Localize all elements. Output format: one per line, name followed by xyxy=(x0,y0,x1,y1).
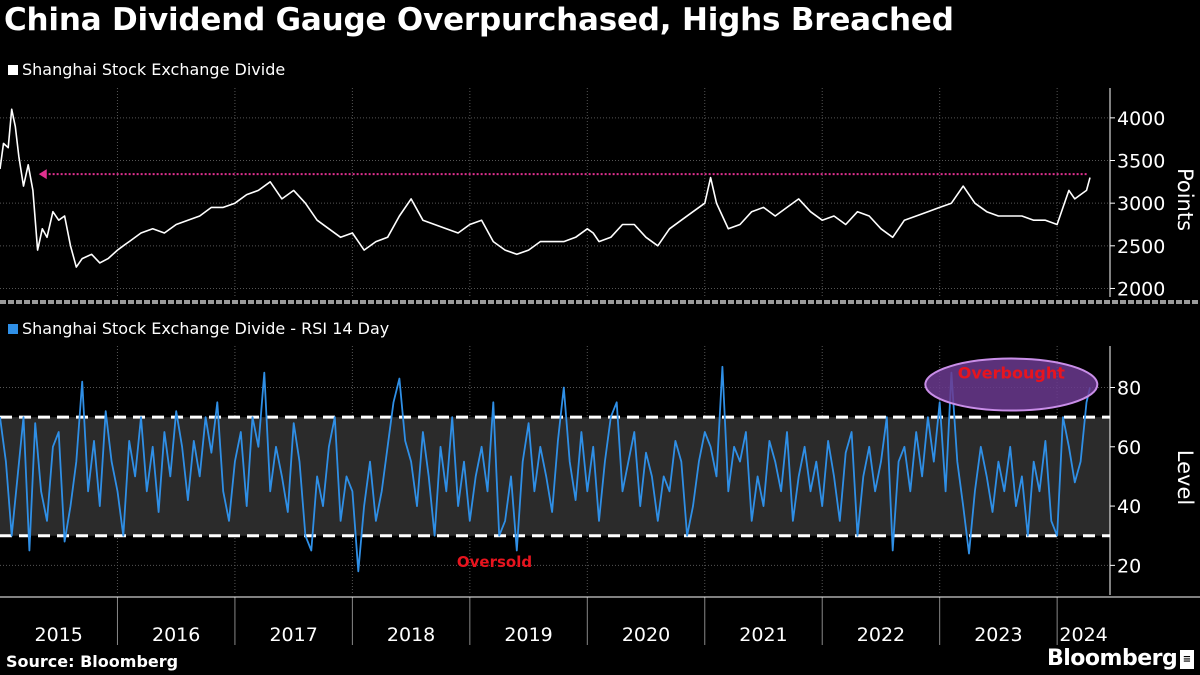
x-tick-label: 2023 xyxy=(974,624,1022,646)
rsi-series-line xyxy=(0,365,1091,573)
annotation-overbought: Overbought xyxy=(958,364,1065,383)
y-tick-label-bottom: 20 xyxy=(1117,555,1141,577)
y-axis-label-level: Level xyxy=(1173,450,1197,505)
y-tick-label-bottom: 80 xyxy=(1117,378,1141,400)
y-tick-label-bottom: 40 xyxy=(1117,496,1141,518)
x-tick-label: 2018 xyxy=(387,624,435,646)
x-tick-label: 2016 xyxy=(152,624,200,646)
chart-title: China Dividend Gauge Overpurchased, High… xyxy=(4,2,954,38)
y-tick-label-top: 3000 xyxy=(1117,193,1165,215)
legend-rsi: Shanghai Stock Exchange Divide - RSI 14 … xyxy=(8,319,389,338)
annotation-oversold: Oversold xyxy=(457,553,532,571)
x-tick-label: 2022 xyxy=(857,624,905,646)
legend-swatch-rsi xyxy=(8,324,18,334)
x-tick-label: 2015 xyxy=(35,624,83,646)
legend-label-price: Shanghai Stock Exchange Divide xyxy=(22,60,286,79)
x-tick-label: 2019 xyxy=(504,624,552,646)
y-tick-label-top: 4000 xyxy=(1117,108,1165,130)
x-tick-label: 2021 xyxy=(739,624,787,646)
y-tick-label-top: 2000 xyxy=(1117,278,1165,300)
source-note: Source: Bloomberg xyxy=(6,652,179,671)
legend-label-rsi: Shanghai Stock Exchange Divide - RSI 14 … xyxy=(22,319,390,338)
x-tick-label: 2024 xyxy=(1059,624,1107,646)
axes: 2015 2016 2017 2018 2019 2020 2021 2022 2023 2024… xyxy=(0,88,1200,646)
bloomberg-mark-icon: ≡ xyxy=(1180,650,1194,669)
y-tick-label-top: 2500 xyxy=(1117,236,1165,258)
x-tick-label: 2020 xyxy=(622,624,670,646)
legend-swatch-price xyxy=(8,65,18,75)
reference-high-arrow xyxy=(38,169,47,180)
price-series-line xyxy=(0,108,1091,268)
bloomberg-logo: Bloomberg xyxy=(1047,646,1178,671)
y-tick-label-bottom: 60 xyxy=(1117,437,1141,459)
x-tick-label: 2017 xyxy=(269,624,317,646)
y-axis-label-points: Points xyxy=(1173,168,1197,231)
y-tick-label-top: 3500 xyxy=(1117,151,1165,173)
legend-price: Shanghai Stock Exchange Divide xyxy=(8,60,285,79)
overbought-ellipse xyxy=(924,357,1099,412)
